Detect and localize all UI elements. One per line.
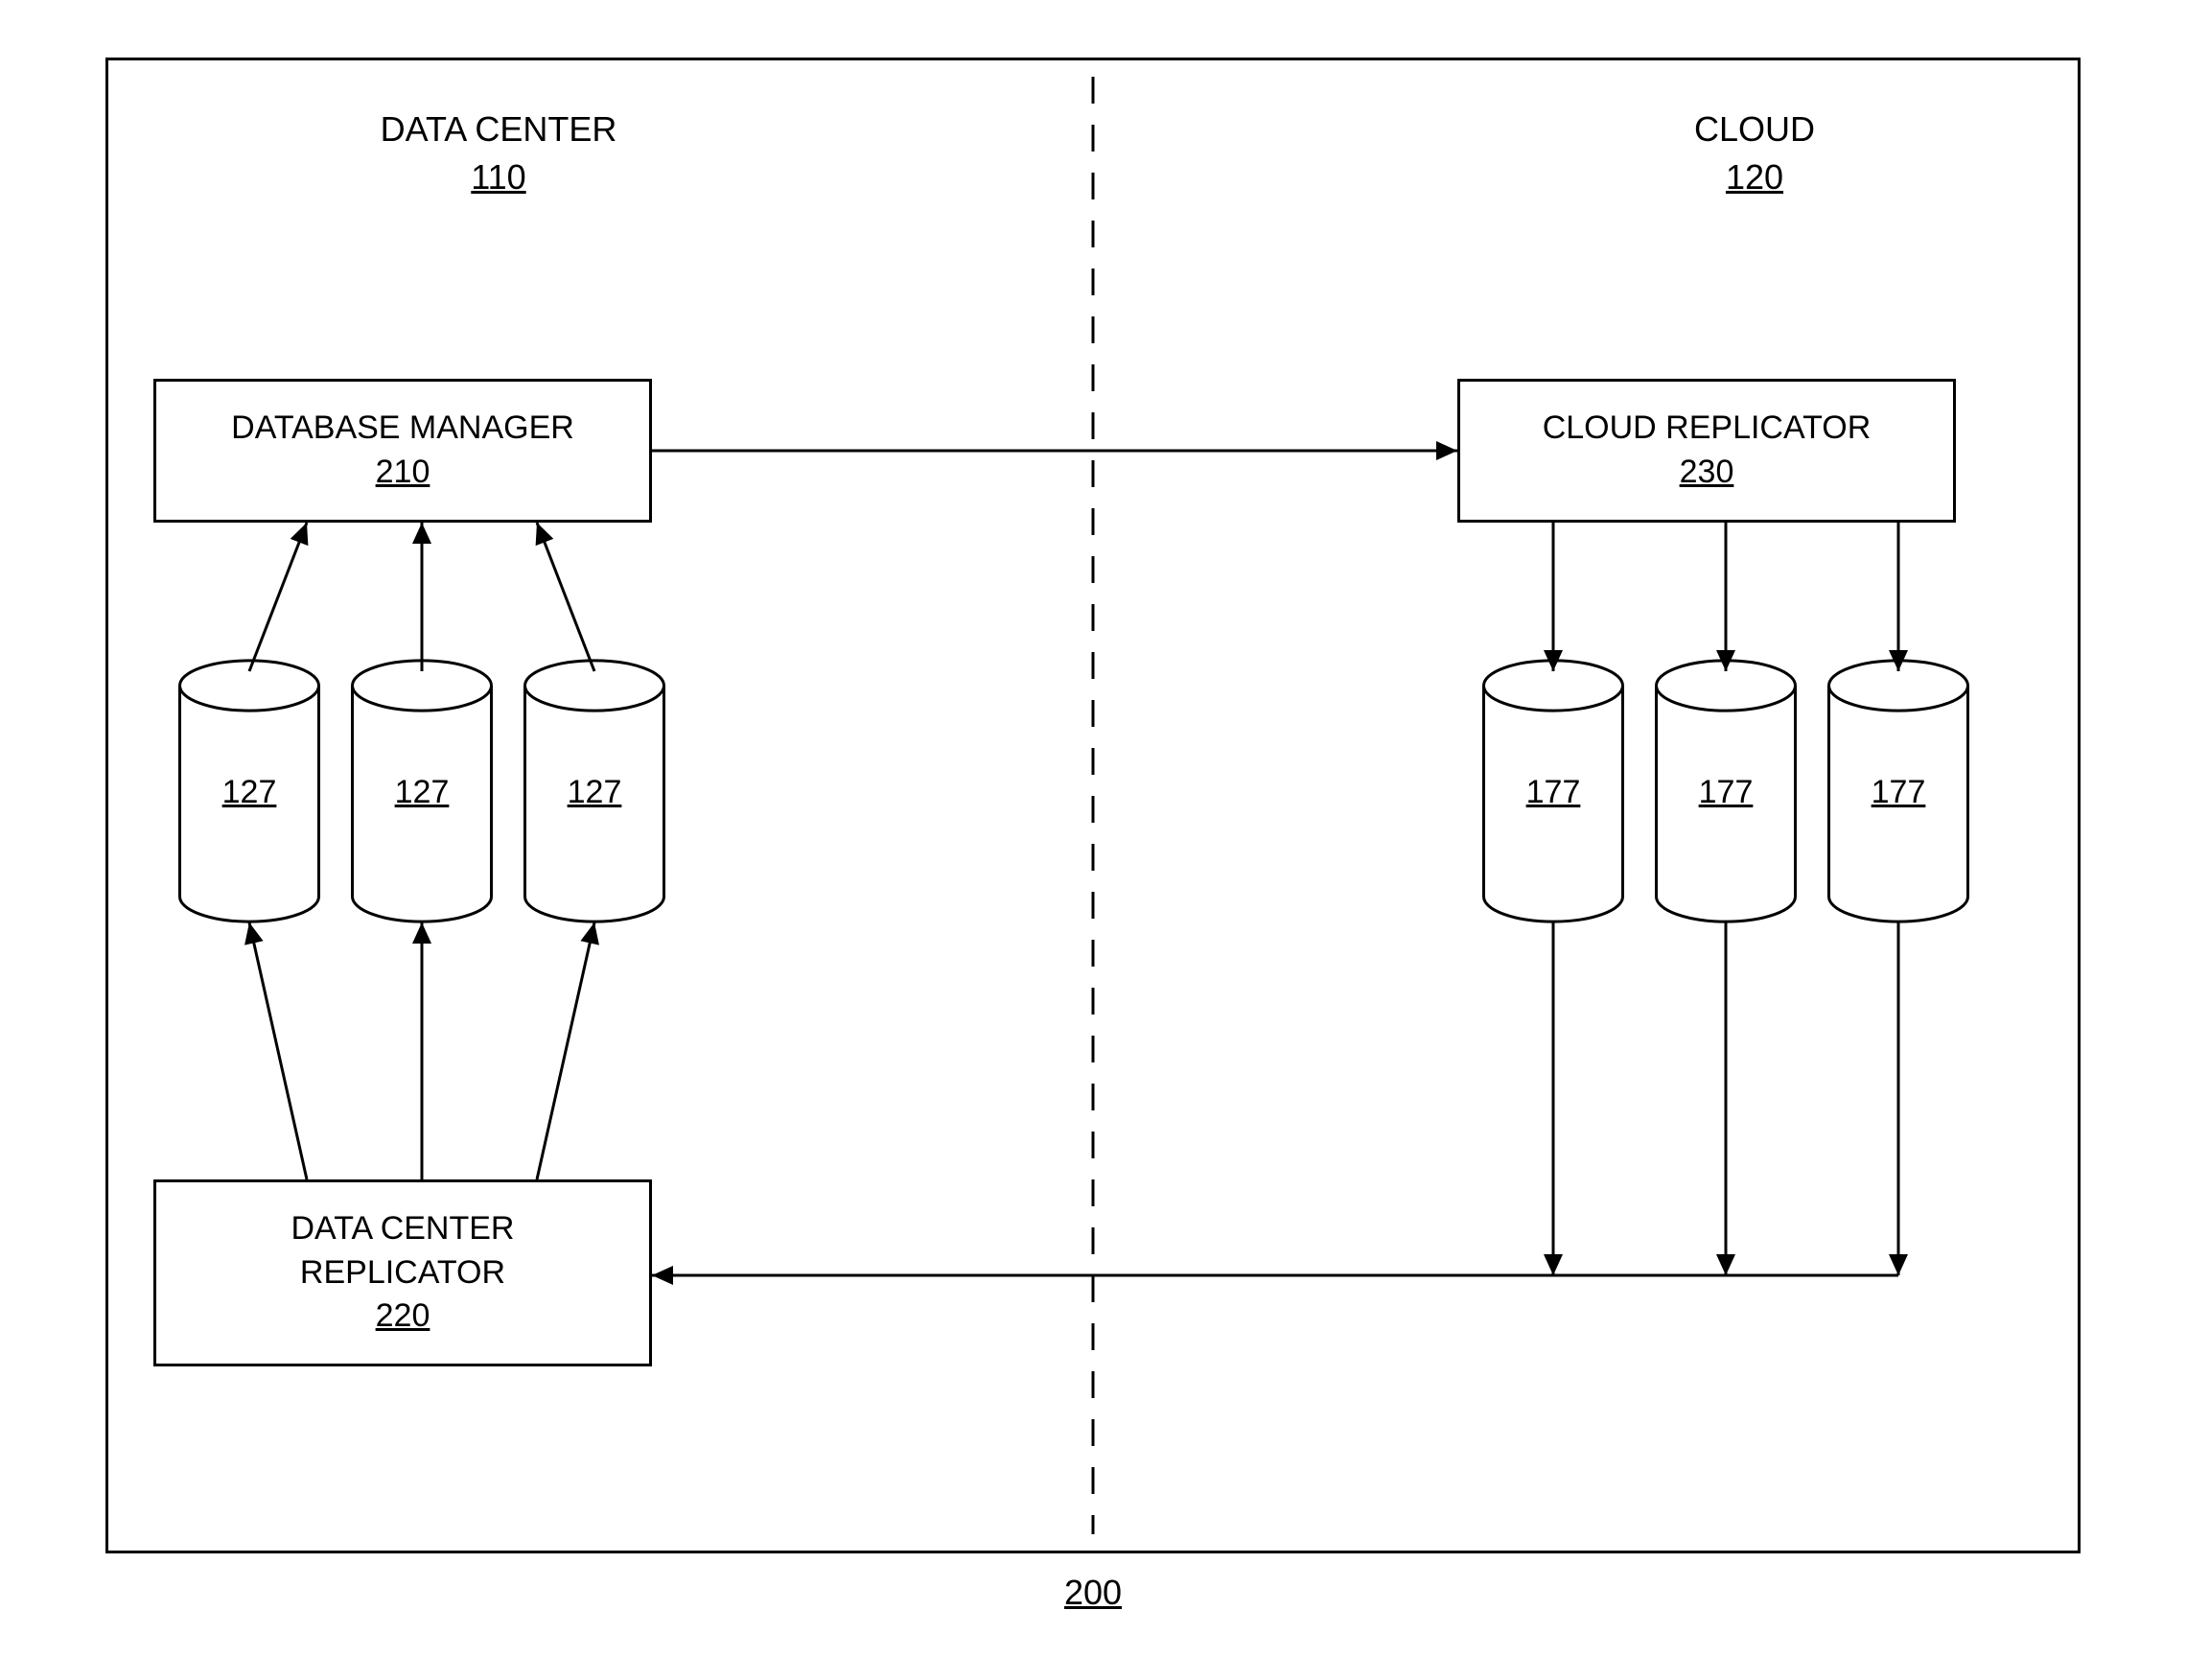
cylinder-label: 127 [546,774,642,811]
cylinder-label: 177 [1850,774,1946,811]
figure-reference: 200 [1064,1573,1122,1613]
box-cloud-replicator-ref: 230 [1680,451,1734,495]
box-data-center-replicator: DATA CENTERREPLICATOR 220 [153,1179,652,1366]
section-title-right: CLOUD 120 [1611,105,1898,202]
box-cloud-replicator-label: CLOUD REPLICATOR [1543,407,1872,451]
box-data-center-replicator-label: DATA CENTERREPLICATOR [291,1207,515,1295]
section-title-right-ref: 120 [1611,153,1898,201]
section-title-right-label: CLOUD [1611,105,1898,153]
box-database-manager-label: DATABASE MANAGER [231,407,574,451]
cylinder-label: 177 [1505,774,1601,811]
diagram-canvas: DATA CENTER 110 CLOUD 120 DATABASE MANAG… [0,0,2186,1680]
section-title-left: DATA CENTER 110 [307,105,690,202]
box-data-center-replicator-ref: 220 [376,1295,430,1339]
section-title-left-label: DATA CENTER [307,105,690,153]
box-database-manager: DATABASE MANAGER 210 [153,379,652,523]
section-title-left-ref: 110 [307,153,690,201]
box-database-manager-ref: 210 [376,451,430,495]
cylinder-label: 127 [374,774,470,811]
cylinder-label: 127 [201,774,297,811]
box-cloud-replicator: CLOUD REPLICATOR 230 [1457,379,1956,523]
cylinder-label: 177 [1678,774,1774,811]
